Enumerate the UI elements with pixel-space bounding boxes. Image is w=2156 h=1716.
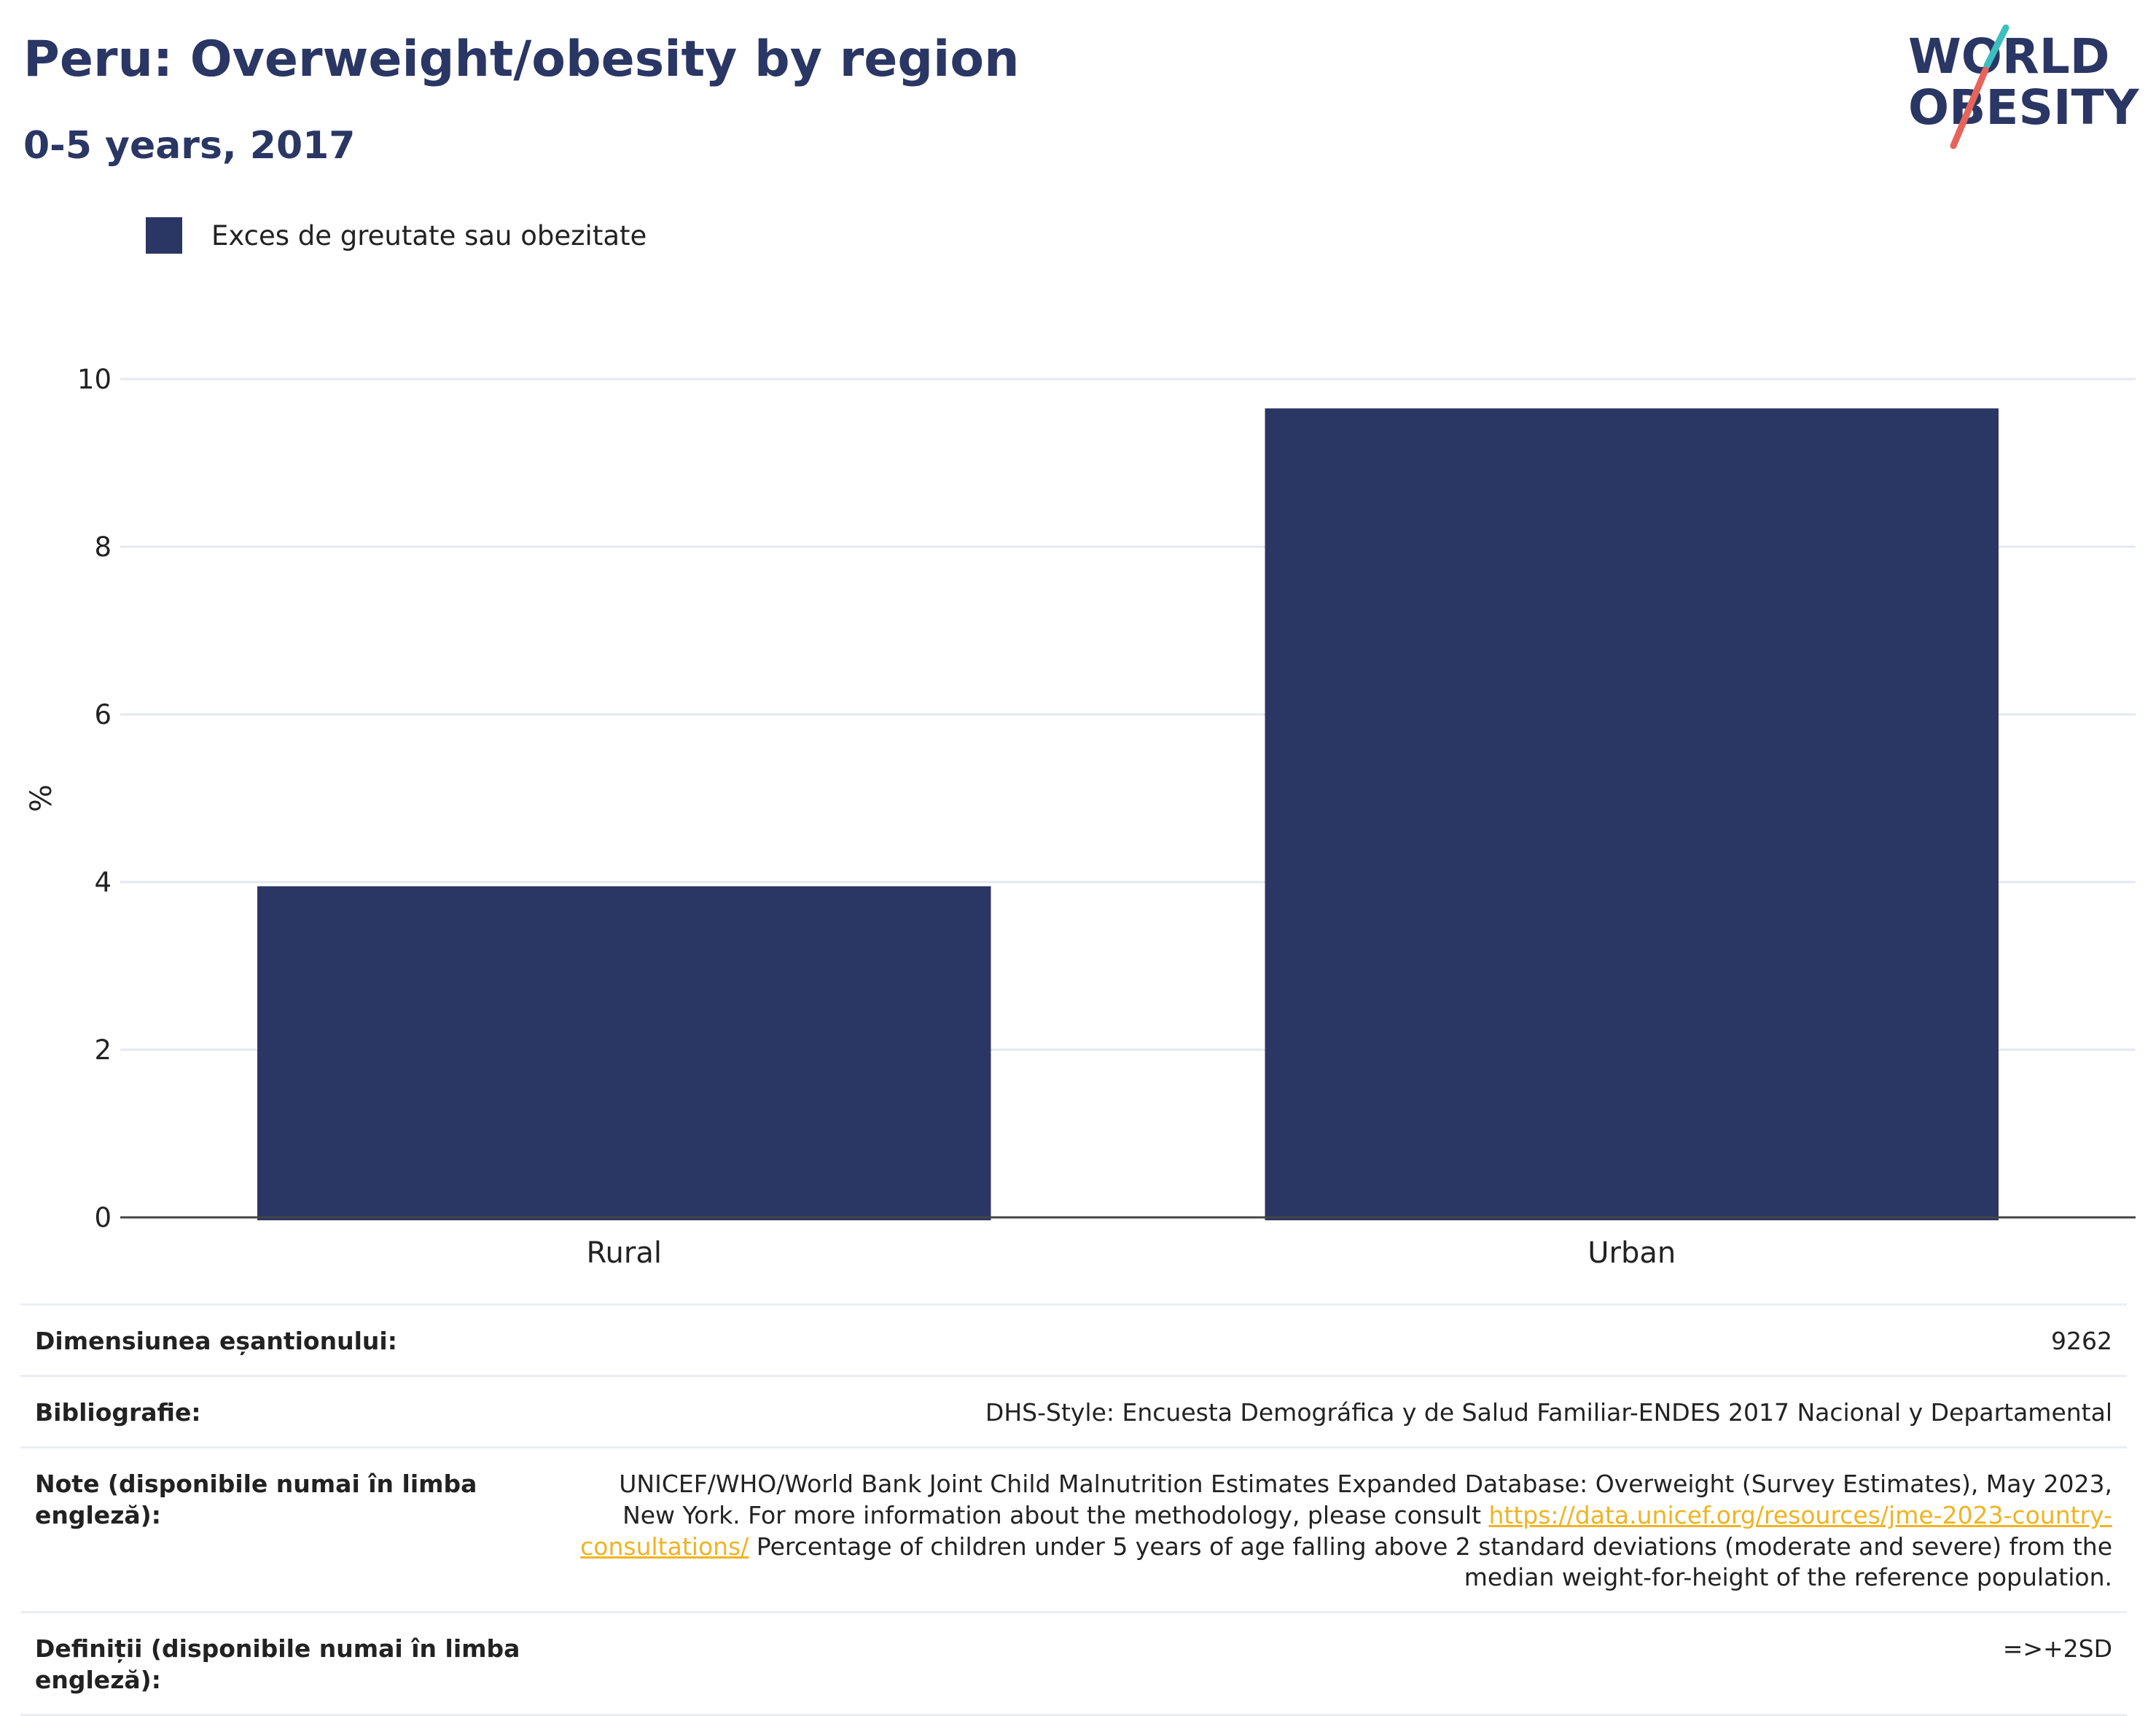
x-tick-label: Urban xyxy=(1587,1236,1676,1270)
legend-swatch xyxy=(146,217,182,254)
chart-subtitle: 0-5 years, 2017 xyxy=(23,124,356,168)
y-tick-label: 10 xyxy=(77,364,112,395)
bar xyxy=(257,886,991,1220)
y-axis-label: % xyxy=(25,784,58,812)
meta-row-notes: Note (disponibile numai în limba engleză… xyxy=(20,1446,2127,1612)
legend-label: Exces de greutate sau obezitate xyxy=(211,219,647,251)
meta-row-sample-size: Dimensiunea eșantionului: 9262 xyxy=(20,1303,2127,1375)
notes-label: Note (disponibile numai în limba engleză… xyxy=(35,1469,477,1529)
y-tick-label: 0 xyxy=(94,1202,112,1233)
y-tick-label: 8 xyxy=(94,531,112,563)
notes-text-part2: Percentage of children under 5 years of … xyxy=(749,1532,2112,1592)
logo-slash-bottom xyxy=(1950,66,1989,149)
logo-text-world: WORLD xyxy=(1908,28,2110,85)
bar xyxy=(1265,408,1999,1220)
y-tick-label: 6 xyxy=(94,699,112,730)
bar-chart: 0 2 4 6 8 10 Rural Urban% xyxy=(25,364,2136,1270)
meta-row-bibliography: Bibliografie: DHS-Style: Encuesta Demogr… xyxy=(20,1374,2127,1446)
logo-text-obesity: OBESITY xyxy=(1908,79,2140,136)
notes-text-part1: UNICEF/WHO/World Bank Joint Child Malnut… xyxy=(619,1469,2112,1529)
world-obesity-logo: WORLD OBESITY xyxy=(1908,24,2140,149)
notes-value: UNICEF/WHO/World Bank Joint Child Malnut… xyxy=(531,1469,2112,1594)
x-tick-label: Rural xyxy=(587,1236,662,1270)
y-tick-label: 2 xyxy=(94,1034,112,1066)
logo-slash-top xyxy=(1983,24,2009,69)
sample-size-label: Dimensiunea eșantionului: xyxy=(35,1327,397,1355)
metadata-table: Dimensiunea eșantionului: 9262 Bibliogra… xyxy=(20,1303,2127,1716)
notes-link[interactable]: https://data.unicef.org/resources/jme-20… xyxy=(580,1500,2112,1561)
chart-legend: Exces de greutate sau obezitate xyxy=(146,217,647,254)
meta-row-definitions: Definiții (disponibile numai în limba en… xyxy=(20,1611,2127,1716)
chart-title: Peru: Overweight/obesity by region xyxy=(23,31,1020,88)
definitions-value: =>+2SD xyxy=(2002,1634,2112,1664)
y-tick-label: 4 xyxy=(94,867,112,898)
bibliography-label: Bibliografie: xyxy=(35,1397,201,1427)
sample-size-value: 9262 xyxy=(2051,1327,2112,1355)
bibliography-value: DHS-Style: Encuesta Demográfica y de Sal… xyxy=(985,1397,2112,1427)
definitions-label: Definiții (disponibile numai în limba en… xyxy=(35,1634,520,1695)
